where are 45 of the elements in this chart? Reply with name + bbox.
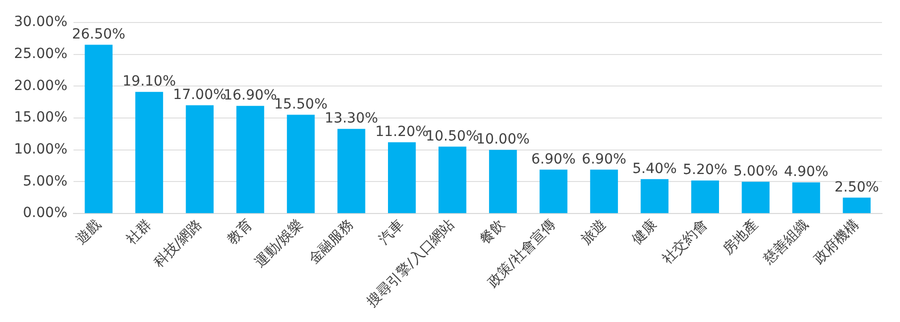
x-tick-label: 房地產	[720, 216, 762, 258]
x-tick-label: 旅遊	[578, 216, 610, 248]
y-tick-label: 25.00%	[14, 46, 68, 62]
x-tick-label: 政府機構	[811, 216, 862, 268]
data-label: 5.00%	[733, 163, 778, 180]
data-label: 5.40%	[632, 160, 677, 177]
bar	[792, 182, 820, 214]
y-tick-label: 30.00%	[14, 14, 68, 30]
x-tick-label: 餐飲	[477, 216, 508, 248]
y-tick-label: 20.00%	[14, 78, 68, 94]
data-label: 6.90%	[531, 151, 576, 168]
bar	[540, 170, 568, 214]
x-tick-label: 社交約會	[660, 216, 711, 268]
bar	[742, 182, 770, 214]
data-label: 2.50%	[834, 179, 879, 196]
bar	[186, 105, 214, 214]
data-label: 16.90%	[224, 88, 277, 104]
bar	[640, 179, 668, 214]
bar	[236, 106, 264, 214]
y-tick-label: 10.00%	[14, 142, 68, 158]
bar	[842, 198, 871, 214]
data-label: 6.90%	[582, 151, 626, 168]
x-tick-label: 健康	[628, 216, 660, 248]
data-label: 4.90%	[784, 164, 828, 180]
y-tick-label: 5.00%	[22, 173, 68, 190]
bar	[135, 92, 164, 214]
x-tick-label: 遊戲	[72, 216, 104, 248]
bar	[84, 44, 113, 214]
bar	[438, 146, 466, 214]
x-tick-label: 汽車	[376, 216, 408, 248]
data-label: 26.50%	[72, 26, 126, 42]
bar	[691, 180, 720, 214]
bar	[489, 150, 517, 214]
data-label: 17.00%	[173, 86, 226, 103]
bar	[286, 114, 315, 214]
x-tick-label: 慈善組織	[759, 216, 812, 268]
data-label: 5.20%	[682, 162, 728, 178]
data-label: 13.30%	[324, 110, 378, 126]
y-tick-label: 15.00%	[14, 110, 68, 126]
bar	[590, 170, 618, 214]
x-tick-label: 金融服務	[306, 216, 357, 268]
y-tick-label: 0.00%	[22, 205, 68, 222]
bar	[337, 128, 366, 214]
bar	[388, 142, 416, 214]
data-label: 19.10%	[122, 74, 176, 90]
